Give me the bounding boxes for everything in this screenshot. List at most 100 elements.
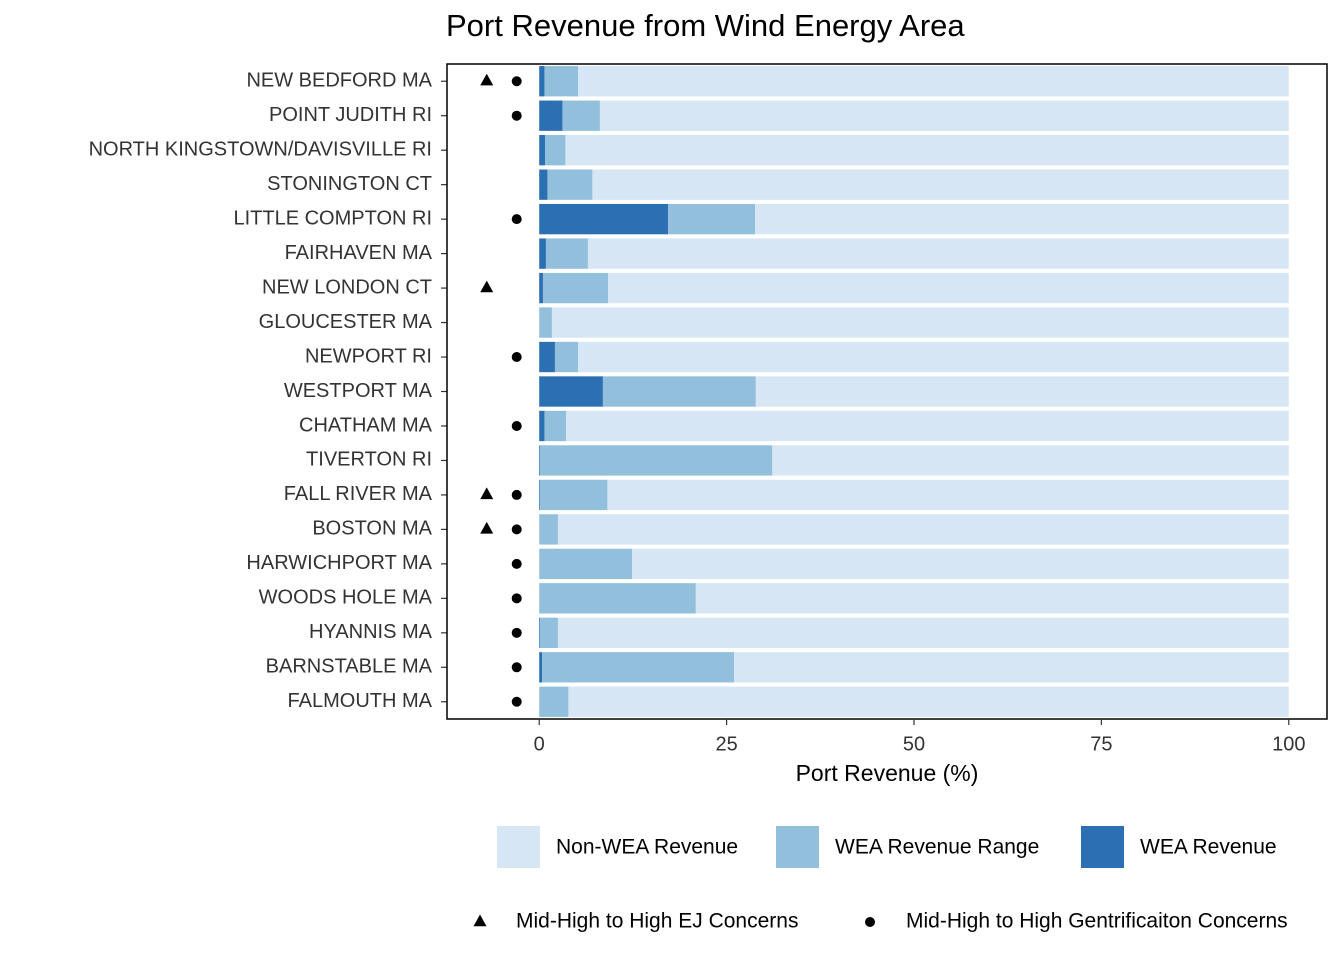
legend-marker	[865, 917, 875, 927]
bar-segment	[539, 445, 773, 476]
y-tick-label: STONINGTON CT	[267, 173, 432, 195]
y-tick-label: CHATHAM MA	[299, 414, 433, 436]
bar-segment	[557, 514, 1289, 545]
gentrification-marker	[511, 352, 522, 363]
x-axis-title: Port Revenue (%)	[796, 760, 979, 786]
y-tick-label: LITTLE COMPTON RI	[233, 207, 432, 229]
gentrification-marker	[511, 627, 522, 638]
panel-border	[446, 63, 1328, 720]
bar-segment	[539, 583, 696, 614]
bar-segment	[542, 652, 735, 683]
gentrification-marker	[511, 420, 522, 431]
y-tick-label: HYANNIS MA	[309, 621, 433, 643]
bar-segment	[539, 617, 558, 648]
y-tick-label: GLOUCESTER MA	[259, 311, 433, 333]
bar-segment	[566, 410, 1289, 442]
bar-segment	[544, 410, 567, 442]
gentrification-marker	[511, 662, 522, 673]
ej-marker	[480, 280, 494, 293]
x-tick-label: 25	[715, 733, 737, 755]
bar-segment	[632, 548, 1289, 580]
x-tick-label: 100	[1272, 733, 1305, 755]
bar-segment	[539, 445, 540, 476]
bar-segment	[539, 135, 546, 166]
gentrification-marker	[511, 110, 522, 121]
ej-marker	[480, 487, 494, 500]
legend-label: Mid-High to High Gentrificaiton Concerns	[906, 910, 1288, 933]
bar-segment	[695, 583, 1289, 614]
bar-segment	[544, 66, 579, 97]
bar-segment	[539, 203, 669, 235]
x-tick-label: 75	[1090, 733, 1112, 755]
bar-segment	[734, 652, 1289, 683]
legend-marker	[473, 914, 487, 927]
x-tick-label: 0	[534, 733, 545, 755]
bar-segment	[562, 100, 600, 131]
bar-segment	[539, 169, 548, 200]
y-tick-label: BOSTON MA	[312, 518, 432, 540]
bar-segment	[578, 66, 1289, 97]
bar-segment	[602, 376, 756, 407]
bar-segment	[545, 238, 588, 269]
gentrification-marker	[511, 524, 522, 535]
bar-segment	[539, 272, 543, 304]
bar-segment	[755, 203, 1289, 235]
bar-segment	[539, 238, 546, 269]
y-tick-label: NEW LONDON CT	[262, 276, 432, 298]
bar-segment	[547, 169, 593, 200]
bar-segment	[551, 307, 1289, 338]
legend-swatch	[776, 826, 819, 868]
y-tick-label: FALL RIVER MA	[284, 483, 433, 505]
x-tick-label: 50	[903, 733, 925, 755]
bar-segment	[539, 686, 569, 717]
bar-segment	[539, 341, 555, 373]
bar-segment	[539, 410, 545, 442]
legend-label: Mid-High to High EJ Concerns	[516, 910, 798, 933]
legend-label: Non-WEA Revenue	[556, 836, 738, 859]
y-tick-label: TIVERTON RI	[306, 449, 432, 471]
bar-segment	[539, 617, 540, 648]
y-tick-label: NORTH KINGSTOWN/DAVISVILLE RI	[89, 138, 432, 160]
bar-segment	[599, 100, 1289, 131]
bar-segment	[539, 376, 603, 407]
y-tick-label: BARNSTABLE MA	[266, 656, 433, 678]
bar-segment	[578, 341, 1289, 373]
y-tick-label: FALMOUTH MA	[288, 690, 433, 712]
bar-segment	[565, 135, 1289, 166]
bar-segment	[755, 376, 1289, 407]
y-tick-label: POINT JUDITH RI	[269, 104, 432, 126]
bar-segment	[539, 100, 563, 131]
bar-segment	[607, 479, 1289, 511]
y-tick-label: NEW BEDFORD MA	[246, 70, 432, 92]
bar-segment	[539, 66, 545, 97]
bar-segment	[539, 652, 543, 683]
bar-segment	[545, 135, 566, 166]
gentrification-marker	[511, 593, 522, 604]
bar-segment	[592, 169, 1289, 200]
bar-segment	[587, 238, 1289, 269]
gentrification-marker	[511, 696, 522, 707]
y-tick-label: WOODS HOLE MA	[259, 587, 433, 609]
bar-segment	[539, 479, 608, 511]
y-tick-label: FAIRHAVEN MA	[285, 242, 433, 264]
bar-segment	[539, 479, 540, 511]
legend-swatch	[1081, 826, 1124, 868]
chart-title: Port Revenue from Wind Energy Area	[446, 8, 965, 43]
bar-segment	[542, 272, 609, 304]
bar-segment	[772, 445, 1289, 476]
legend-label: WEA Revenue Range	[835, 836, 1039, 859]
ej-marker	[480, 73, 494, 86]
gentrification-marker	[511, 76, 522, 87]
bar-segment	[568, 686, 1289, 717]
y-tick-label: NEWPORT RI	[305, 345, 432, 367]
legend-swatch	[497, 826, 540, 868]
y-tick-label: HARWICHPORT MA	[246, 552, 432, 574]
gentrification-marker	[511, 558, 522, 569]
bar-segment	[554, 341, 579, 373]
bar-segment	[608, 272, 1289, 304]
bar-segment	[539, 514, 558, 545]
gentrification-marker	[511, 489, 522, 500]
legend-label: WEA Revenue	[1140, 836, 1277, 859]
gentrification-marker	[511, 214, 522, 225]
